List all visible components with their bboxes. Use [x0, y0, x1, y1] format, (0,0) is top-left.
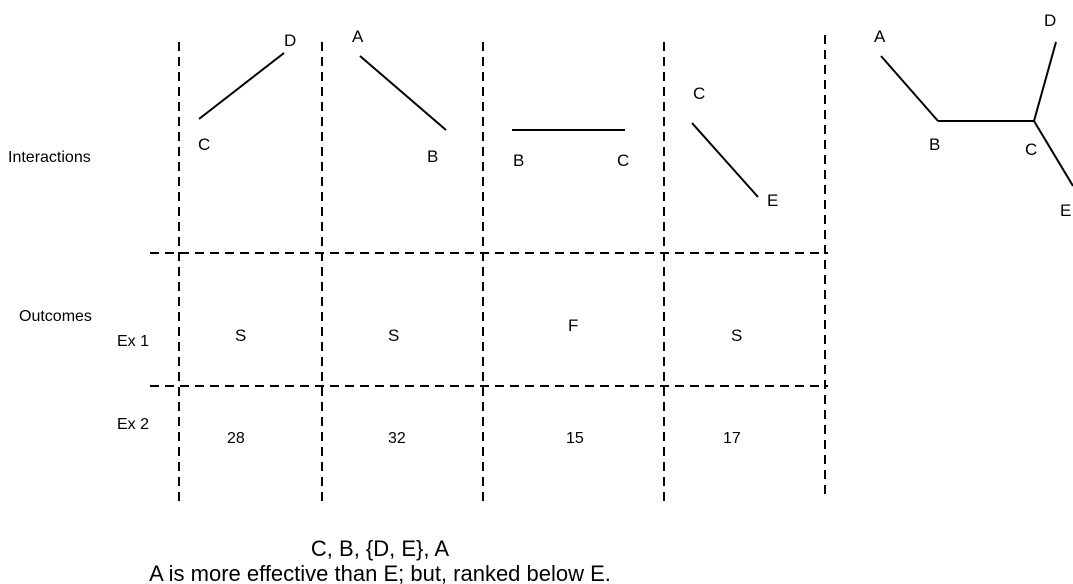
interaction-4: C E [691, 84, 778, 210]
interaction-2: A B [352, 27, 447, 166]
ex2-outcome-1: 28 [227, 430, 245, 447]
interaction-1-node-to: D [284, 31, 296, 50]
tree-edge-c-e [1033, 120, 1073, 187]
interaction-1-node-from: C [198, 135, 210, 154]
interaction-4-edge [691, 122, 759, 198]
ex2-outcome-3: 15 [566, 430, 584, 447]
row-label-outcomes: Outcomes [19, 308, 92, 325]
interaction-3-node-to: C [617, 151, 629, 170]
ex1-outcome-3: F [568, 316, 578, 335]
ex2-outcome-2: 32 [388, 430, 406, 447]
tree-node-d: D [1044, 11, 1056, 30]
interaction-2-edge [359, 55, 447, 131]
tree-edge-a-b [880, 55, 939, 122]
interaction-3-node-from: B [513, 151, 524, 170]
tree-node-b: B [929, 135, 940, 154]
tree-node-c: C [1025, 140, 1037, 159]
interaction-1-edge [198, 52, 285, 120]
tree-node-a: A [874, 27, 886, 46]
tree-edge-c-d [1033, 41, 1057, 122]
row-label-ex2: Ex 2 [117, 416, 149, 433]
combined-tree: A B C D E [874, 11, 1073, 220]
ex1-outcome-2: S [388, 326, 399, 345]
effectiveness-note: A is more effective than E; but, ranked … [149, 561, 611, 584]
row-label-interactions: Interactions [8, 149, 91, 166]
row-label-ex1: Ex 1 [117, 333, 149, 350]
ranking-caption: C, B, {D, E}, A [310, 536, 450, 561]
interaction-4-node-from: C [693, 84, 705, 103]
ex1-outcome-4: S [731, 326, 742, 345]
interaction-4-node-to: E [767, 191, 778, 210]
interaction-2-node-from: A [352, 27, 364, 46]
interaction-2-node-to: B [427, 147, 438, 166]
ex2-outcome-4: 17 [723, 430, 741, 447]
interaction-3: B C [512, 129, 629, 170]
interaction-1: C D [198, 31, 296, 154]
tree-node-e: E [1060, 201, 1071, 220]
ex1-outcome-1: S [235, 326, 246, 345]
